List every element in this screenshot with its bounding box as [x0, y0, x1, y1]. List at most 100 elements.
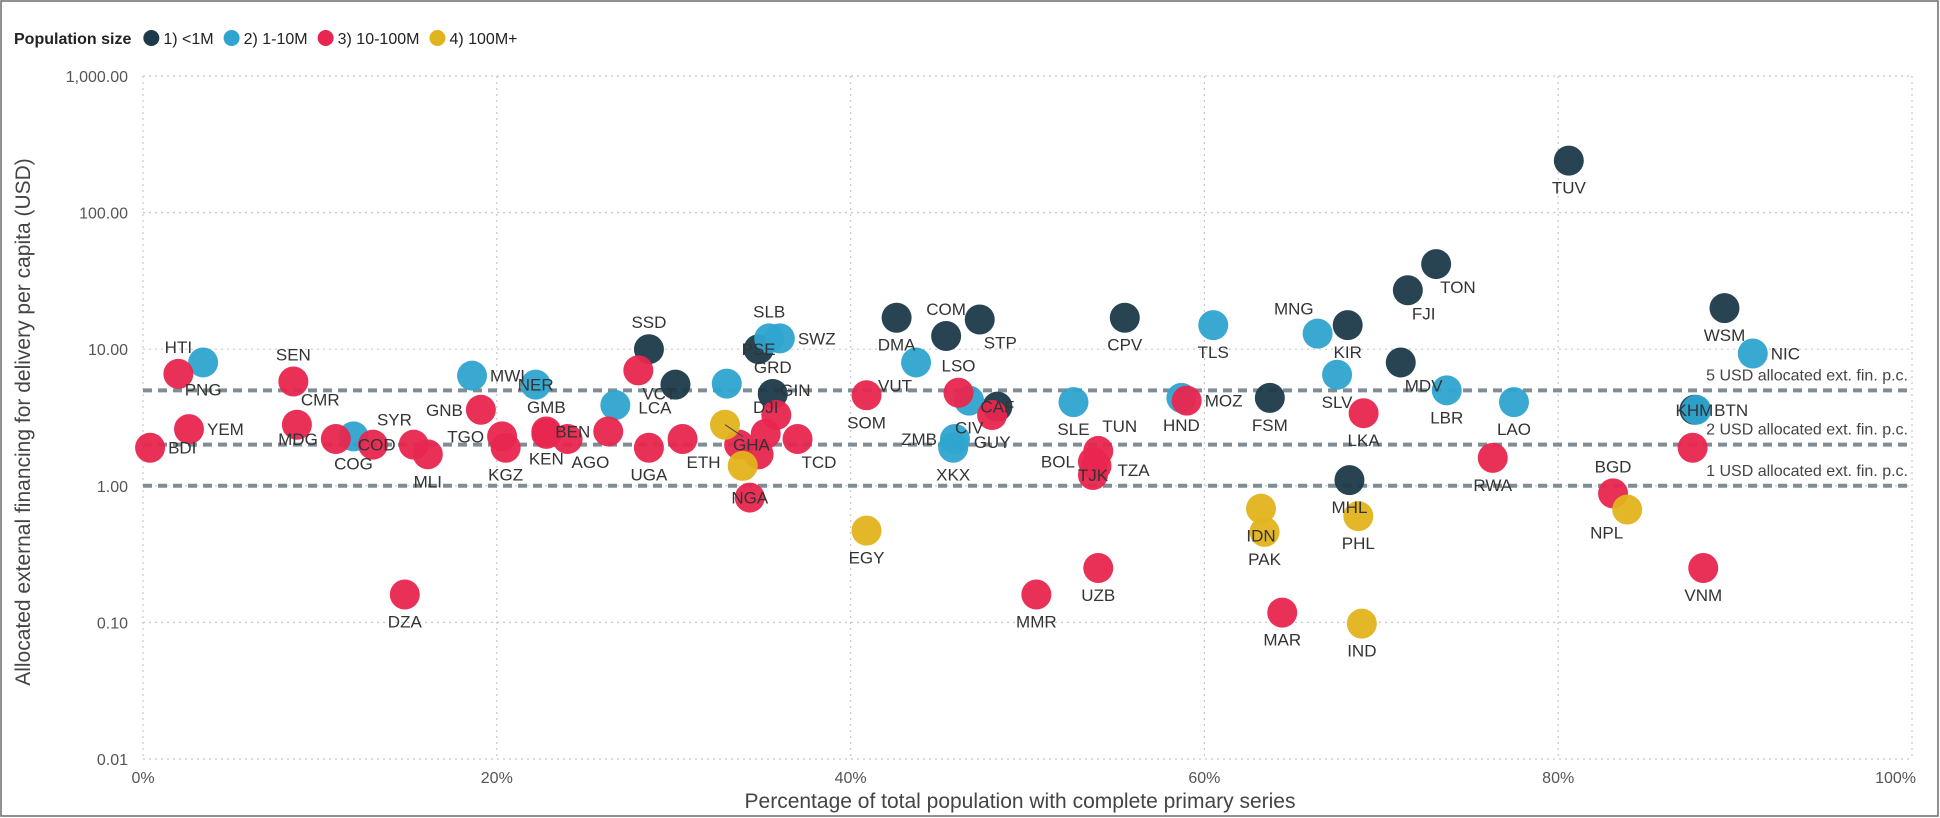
data-points — [135, 145, 1768, 639]
legend-marker-g3 — [317, 30, 334, 46]
data-point — [1302, 318, 1333, 349]
point-label: CAF — [980, 398, 1014, 417]
data-point — [1171, 385, 1202, 416]
data-point — [1334, 465, 1365, 496]
point-label: KGZ — [488, 466, 523, 485]
point-label: XKX — [936, 466, 970, 485]
point-label: MHL — [1332, 498, 1368, 517]
point-label: SLB — [753, 302, 785, 321]
data-point — [633, 432, 664, 463]
point-label: SEN — [276, 346, 311, 365]
point-label: STP — [984, 333, 1017, 352]
data-point — [490, 432, 521, 463]
point-label: TCD — [802, 453, 837, 472]
data-point — [977, 399, 1008, 430]
x-tick-label: 60% — [1188, 770, 1220, 787]
reference-line-label: 5 USD allocated ext. fin. p.c. — [1706, 367, 1908, 384]
data-point — [667, 424, 698, 455]
data-point — [1322, 359, 1353, 390]
legend-marker-g4 — [429, 30, 446, 46]
point-label: MDV — [1405, 376, 1443, 395]
point-label: VCT — [642, 384, 676, 403]
point-label: NGA — [731, 489, 769, 508]
x-tick-label: 100% — [1875, 770, 1916, 787]
legend-label-g1: 1) <1M — [163, 31, 213, 48]
point-label: COD — [358, 436, 396, 455]
x-tick-label: 0% — [131, 770, 154, 787]
data-point — [281, 409, 312, 440]
point-label: PAK — [1248, 550, 1281, 569]
data-point — [1249, 516, 1280, 547]
data-point — [465, 394, 496, 425]
point-label: CMR — [301, 391, 340, 410]
point-label: DJI — [753, 398, 779, 417]
point-label: ETH — [687, 453, 721, 472]
point-label: DZA — [388, 613, 423, 632]
point-label: SSD — [631, 313, 666, 332]
point-label: TUN — [1102, 417, 1137, 436]
data-point — [1346, 608, 1377, 639]
data-point — [1109, 302, 1140, 333]
point-label: MLI — [414, 472, 442, 491]
data-point — [851, 515, 882, 546]
data-point — [320, 424, 351, 455]
data-point — [938, 432, 969, 463]
point-label: UZB — [1081, 586, 1115, 605]
legend-marker-g2 — [223, 30, 240, 46]
point-label: CPV — [1107, 336, 1143, 355]
data-point — [761, 399, 792, 430]
legend-label-g4: 4) 100M+ — [449, 31, 517, 48]
data-point — [727, 450, 758, 481]
point-label: BGD — [1595, 457, 1632, 476]
point-label: COG — [334, 454, 373, 473]
point-label: MDG — [278, 430, 318, 449]
point-label: GUY — [974, 433, 1011, 452]
data-point — [931, 320, 962, 351]
data-point — [964, 304, 995, 335]
data-point — [901, 347, 932, 378]
legend-marker-g1 — [143, 30, 160, 46]
point-label: CIV — [955, 419, 984, 438]
label-leader-line — [724, 424, 744, 438]
point-label: MMR — [1016, 613, 1057, 632]
point-label: KIR — [1334, 343, 1362, 362]
point-label: HTI — [165, 338, 192, 357]
data-point — [188, 347, 219, 378]
point-label: MAR — [1263, 631, 1301, 650]
data-point — [457, 360, 488, 391]
point-label: ZMB — [901, 430, 937, 449]
point-label: BTN — [1714, 401, 1748, 420]
point-label: BDI — [168, 439, 196, 458]
point-label: TZA — [1117, 461, 1150, 480]
point-label: TLS — [1198, 343, 1229, 362]
y-tick-label: 1.00 — [97, 479, 128, 496]
point-label: VUT — [878, 376, 912, 395]
data-point — [1498, 387, 1529, 418]
data-point — [1392, 275, 1423, 306]
point-label: COM — [926, 300, 966, 319]
point-label: TJK — [1078, 466, 1109, 485]
point-label: TON — [1440, 278, 1476, 297]
y-tick-label: 1,000.00 — [66, 69, 128, 86]
data-point — [1612, 494, 1643, 525]
data-point — [764, 323, 795, 354]
point-label: LCA — [638, 399, 672, 418]
point-label: NIC — [1771, 345, 1800, 364]
point-label: PSE — [742, 340, 776, 359]
data-point — [1677, 432, 1708, 463]
data-point — [520, 369, 551, 400]
x-tick-label: 40% — [835, 770, 867, 787]
data-point — [1431, 375, 1462, 406]
point-label: GMB — [527, 398, 566, 417]
point-label: IND — [1347, 642, 1376, 661]
data-point — [593, 416, 624, 447]
point-label: SYR — [377, 411, 412, 430]
x-axis-ticks: 0% 20% 40% 60% 80% 100% — [131, 770, 1916, 787]
data-point — [600, 390, 631, 421]
point-label: TGO — [447, 427, 484, 446]
point-label: GIN — [780, 381, 810, 400]
point-label: DMA — [878, 336, 916, 355]
point-label: FJI — [1412, 304, 1436, 323]
point-label: VNM — [1684, 586, 1722, 605]
